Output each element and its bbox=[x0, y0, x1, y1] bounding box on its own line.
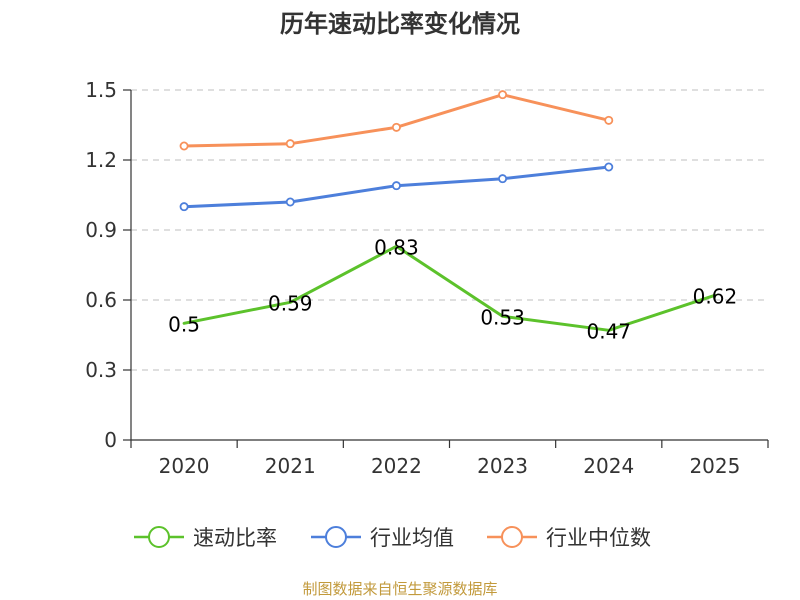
series-marker-2 bbox=[498, 90, 508, 100]
series-marker-2 bbox=[179, 141, 189, 151]
legend-label: 速动比率 bbox=[193, 526, 277, 550]
y-tick-label: 1.5 bbox=[85, 78, 117, 102]
series-marker-1 bbox=[391, 181, 401, 191]
data-labels: 0.5 0.59 0.83 0.53 0.47 0.62 bbox=[168, 235, 737, 343]
legend-item-1[interactable]: 行业均值 bbox=[311, 526, 454, 550]
y-tick-label: 0.6 bbox=[85, 288, 117, 312]
legend-swatch-marker bbox=[325, 526, 347, 548]
series-lines bbox=[179, 90, 717, 332]
axes: 0 0.3 0.6 0.9 1.2 1.5 2020 2021 2022 2023 2024 2025 bbox=[85, 78, 769, 478]
x-tick-label: 2023 bbox=[477, 454, 528, 478]
data-label: 0.5 bbox=[168, 312, 200, 336]
series-line-0 bbox=[182, 244, 717, 332]
data-label: 0.62 bbox=[693, 284, 738, 308]
legend-swatch-marker bbox=[501, 526, 523, 548]
legend-label: 行业中位数 bbox=[546, 526, 651, 550]
data-label: 0.59 bbox=[268, 291, 313, 315]
y-tick-label: 1.2 bbox=[85, 148, 117, 172]
legend-item-2[interactable]: 行业中位数 bbox=[487, 526, 651, 550]
data-label: 0.47 bbox=[586, 319, 631, 343]
data-label: 0.83 bbox=[374, 235, 419, 259]
source-note: 制图数据来自恒生聚源数据库 bbox=[302, 580, 497, 598]
series-marker-2 bbox=[604, 115, 614, 125]
legend-swatch-marker bbox=[148, 526, 170, 548]
series-marker-1 bbox=[179, 202, 189, 212]
legend-item-0[interactable]: 速动比率 bbox=[134, 526, 277, 550]
legend-label: 行业均值 bbox=[370, 526, 454, 550]
grid-lines bbox=[131, 89, 768, 371]
series-marker-2 bbox=[391, 122, 401, 132]
data-label: 0.53 bbox=[480, 305, 525, 329]
y-tick-label: 0.9 bbox=[85, 218, 117, 242]
legend[interactable]: 速动比率 行业均值 行业中位数 bbox=[134, 526, 651, 550]
series-marker-1 bbox=[604, 162, 614, 172]
chart-title: 历年速动比率变化情况 bbox=[280, 10, 520, 38]
series-marker-1 bbox=[498, 174, 508, 184]
y-tick-label: 0 bbox=[104, 428, 117, 452]
series-marker-1 bbox=[285, 197, 295, 207]
series-marker-2 bbox=[285, 139, 295, 149]
x-tick-label: 2022 bbox=[371, 454, 422, 478]
x-tick-label: 2021 bbox=[265, 454, 316, 478]
x-tick-label: 2024 bbox=[583, 454, 634, 478]
y-tick-label: 0.3 bbox=[85, 358, 117, 382]
x-tick-label: 2025 bbox=[689, 454, 740, 478]
x-tick-label: 2020 bbox=[159, 454, 210, 478]
series-line-2 bbox=[182, 93, 611, 148]
